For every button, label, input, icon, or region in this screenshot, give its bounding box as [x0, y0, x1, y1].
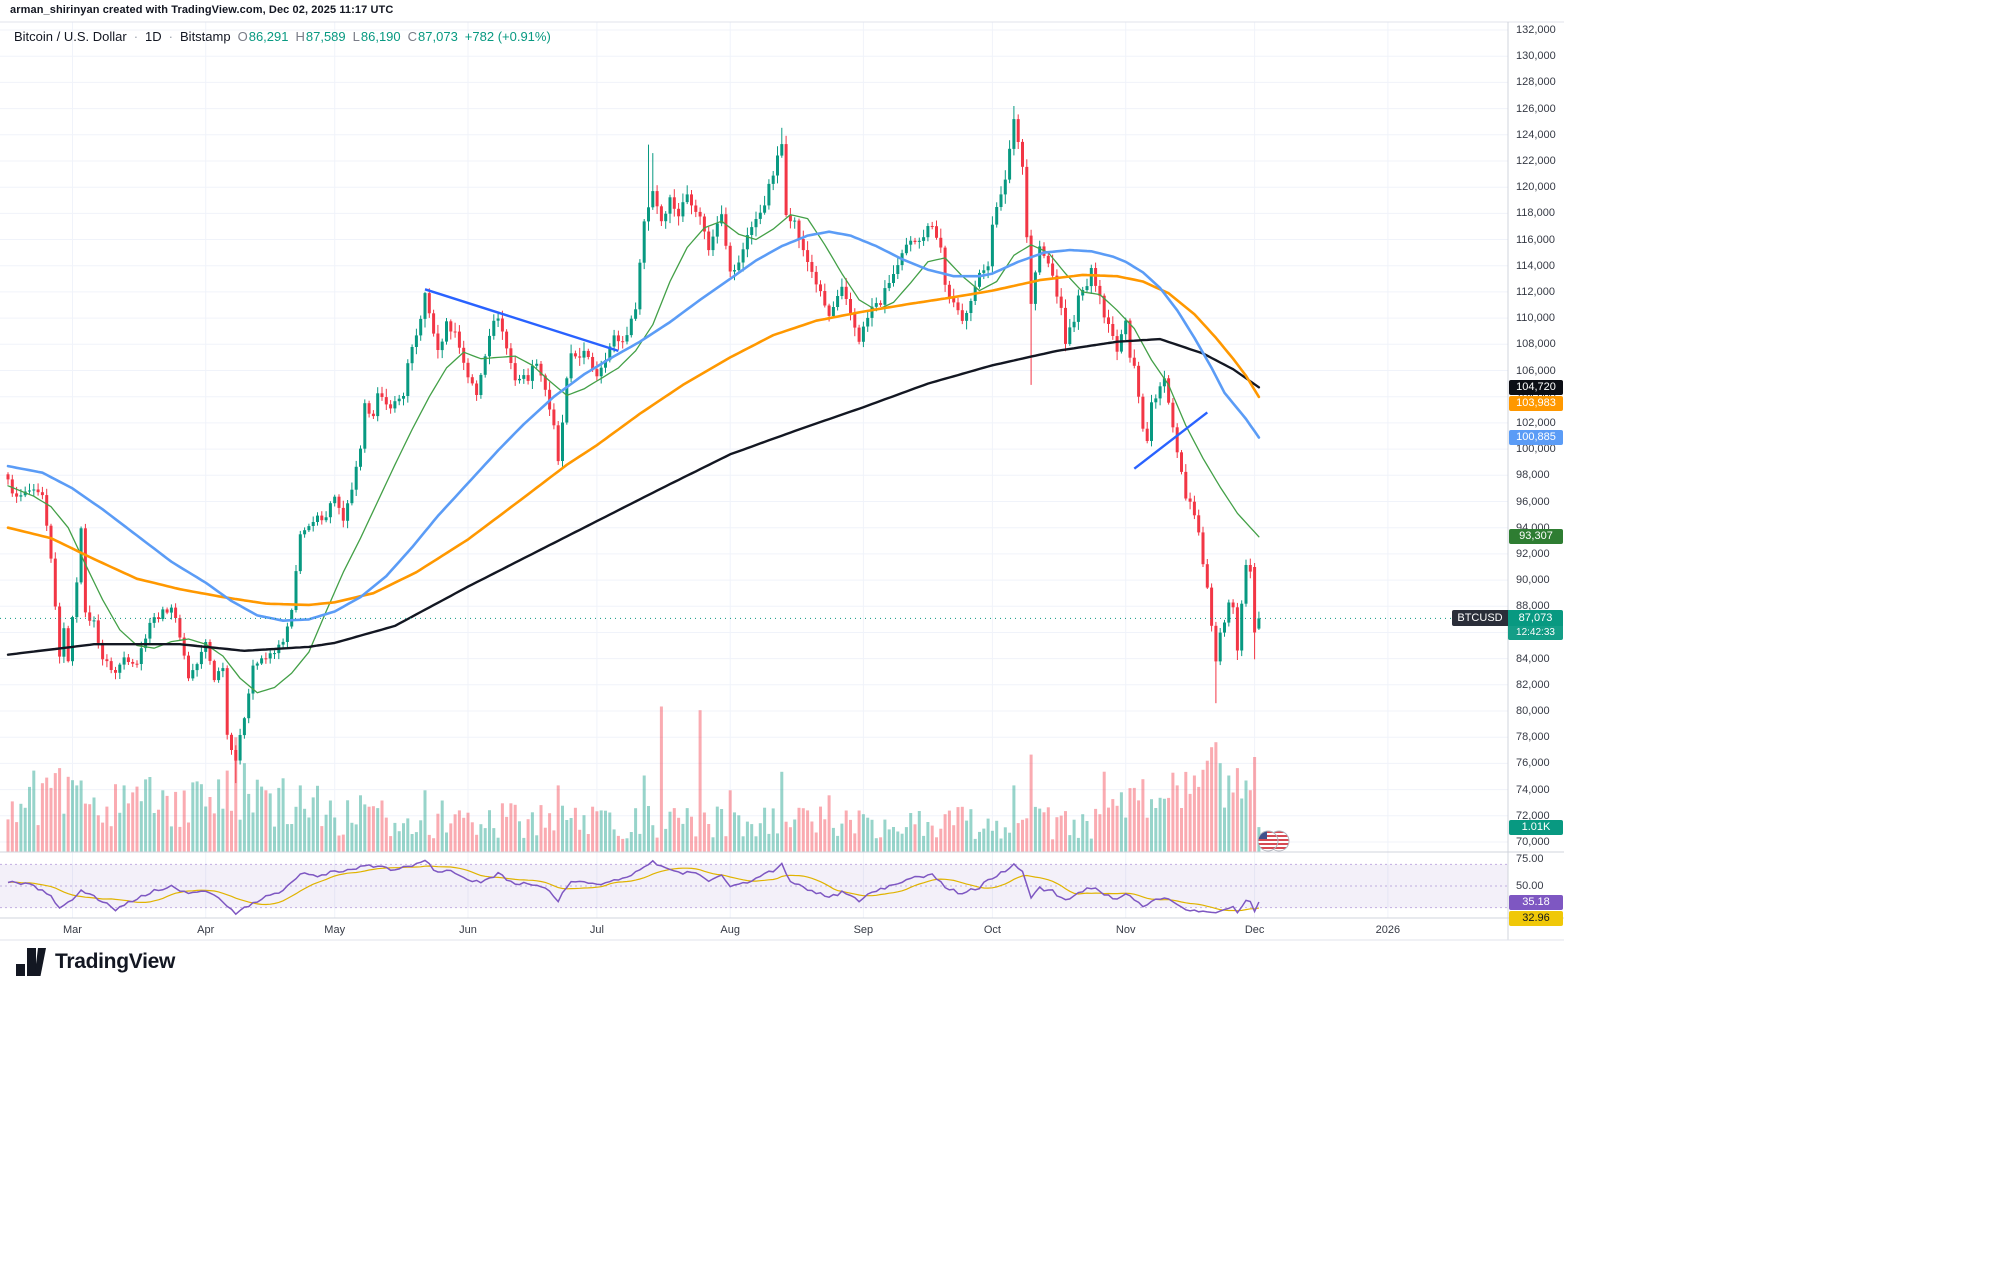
- time-tick: Jun: [459, 924, 477, 936]
- price-tick: 84,000: [1516, 652, 1550, 665]
- time-tick: Oct: [983, 924, 1001, 936]
- price-tick: 88,000: [1516, 600, 1550, 613]
- ohlc-close: C 87,073: [407, 29, 458, 44]
- ohlc-open: O 86,291: [237, 29, 289, 44]
- price-tick: 96,000: [1516, 495, 1550, 508]
- interval-label[interactable]: 1D: [145, 29, 162, 44]
- ohlc-high: H 87,589: [295, 29, 346, 44]
- ma-line-blue: [6, 230, 1261, 623]
- price-tag-ma-orange: 103,983: [1509, 395, 1563, 411]
- tradingview-logo-text: TradingView: [55, 950, 176, 973]
- rsi-ma-tag: 32.96: [1509, 910, 1563, 926]
- symbol-name-label: BTCUSD: [1452, 610, 1508, 627]
- legend-separator: ·: [168, 29, 174, 44]
- ma-line-green: [7, 214, 1260, 694]
- price-tick: 132,000: [1516, 24, 1556, 36]
- price-tick: 124,000: [1516, 128, 1556, 141]
- price-tick: 130,000: [1516, 50, 1556, 63]
- change-value: +782 (+0.91%): [464, 29, 551, 44]
- time-tick: Dec: [1244, 924, 1265, 936]
- volume-tag: 1.01K: [1509, 819, 1563, 835]
- candles: [6, 106, 1261, 784]
- legend-separator: ·: [133, 29, 139, 44]
- price-tick: 126,000: [1516, 102, 1556, 115]
- price-tick: 98,000: [1516, 469, 1550, 482]
- price-tick: 82,000: [1516, 678, 1550, 691]
- rsi-tick: 75.00: [1516, 853, 1544, 865]
- bar-countdown: 12:42:33: [1508, 626, 1563, 641]
- price-tick: 100,000: [1516, 443, 1556, 456]
- price-tick: 112,000: [1516, 285, 1555, 298]
- price-tick: 80,000: [1516, 705, 1550, 717]
- ma-line-orange: [6, 273, 1261, 607]
- tradingview-logo-icon: [16, 948, 46, 976]
- last-price-tag: BTCUSD 87,073 12:42:33: [1452, 610, 1563, 641]
- price-tick: 128,000: [1516, 76, 1556, 89]
- attribution-text: arman_shirinyan created with TradingView…: [10, 4, 394, 16]
- time-tick: Aug: [720, 924, 740, 936]
- exchange-label[interactable]: Bitstamp: [180, 29, 231, 44]
- us-flag-event-icon[interactable]: [1257, 830, 1290, 852]
- last-price-value: 87,073: [1508, 610, 1563, 627]
- time-tick: Apr: [197, 924, 215, 936]
- price-tick: 90,000: [1516, 574, 1550, 587]
- price-tick: 108,000: [1516, 338, 1556, 351]
- price-tick: 106,000: [1516, 364, 1556, 377]
- price-tick: 74,000: [1516, 783, 1550, 796]
- time-tick: Nov: [1115, 924, 1136, 936]
- price-tag-ma-blue: 100,885: [1509, 430, 1563, 445]
- trendline-drawing[interactable]: [424, 288, 619, 353]
- price-tick: 78,000: [1516, 731, 1550, 744]
- time-tick: Mar: [63, 924, 82, 936]
- rsi-tag: 35.18: [1509, 894, 1563, 910]
- price-tick: 70,000: [1516, 836, 1550, 848]
- rsi-line: [7, 859, 1260, 916]
- price-tick: 110,000: [1516, 312, 1555, 325]
- price-tag-ma-green: 93,307: [1509, 529, 1563, 545]
- time-tick: 2026: [1375, 924, 1401, 936]
- trendline-drawing[interactable]: [1133, 411, 1209, 470]
- ma-line-black: [6, 337, 1261, 656]
- rsi-tick: 50.00: [1516, 880, 1544, 892]
- rsi-ma-line: [7, 865, 1260, 912]
- tradingview-logo[interactable]: TradingView: [16, 948, 175, 976]
- time-tick: May: [324, 924, 346, 936]
- price-tick: 76,000: [1516, 757, 1550, 770]
- time-tick: Sep: [853, 924, 874, 936]
- time-tick: Jul: [589, 924, 604, 936]
- price-tick: 92,000: [1516, 547, 1550, 560]
- price-tag-ma-black: 104,720: [1509, 379, 1563, 395]
- price-tick: 116,000: [1516, 233, 1555, 246]
- rsi-band: [0, 864, 1508, 908]
- symbol-title[interactable]: Bitcoin / U.S. Dollar: [14, 29, 127, 44]
- price-tick: 122,000: [1516, 155, 1556, 167]
- ohlc-low: L 86,190: [352, 29, 401, 44]
- volume-bars: [6, 706, 1261, 852]
- price-tick: 120,000: [1516, 181, 1556, 194]
- price-scale[interactable]: 132,000 130,000 128,000 126,000 124,000 122,0…: [1508, 0, 1564, 945]
- price-tick: 114,000: [1516, 259, 1555, 272]
- price-tick: 118,000: [1516, 207, 1555, 220]
- price-tick: 72,000: [1516, 809, 1550, 822]
- time-scale[interactable]: Mar Apr May Jun Jul Aug Sep Oct Nov Dec 2026: [0, 0, 1508, 945]
- price-tick: 102,000: [1516, 416, 1556, 429]
